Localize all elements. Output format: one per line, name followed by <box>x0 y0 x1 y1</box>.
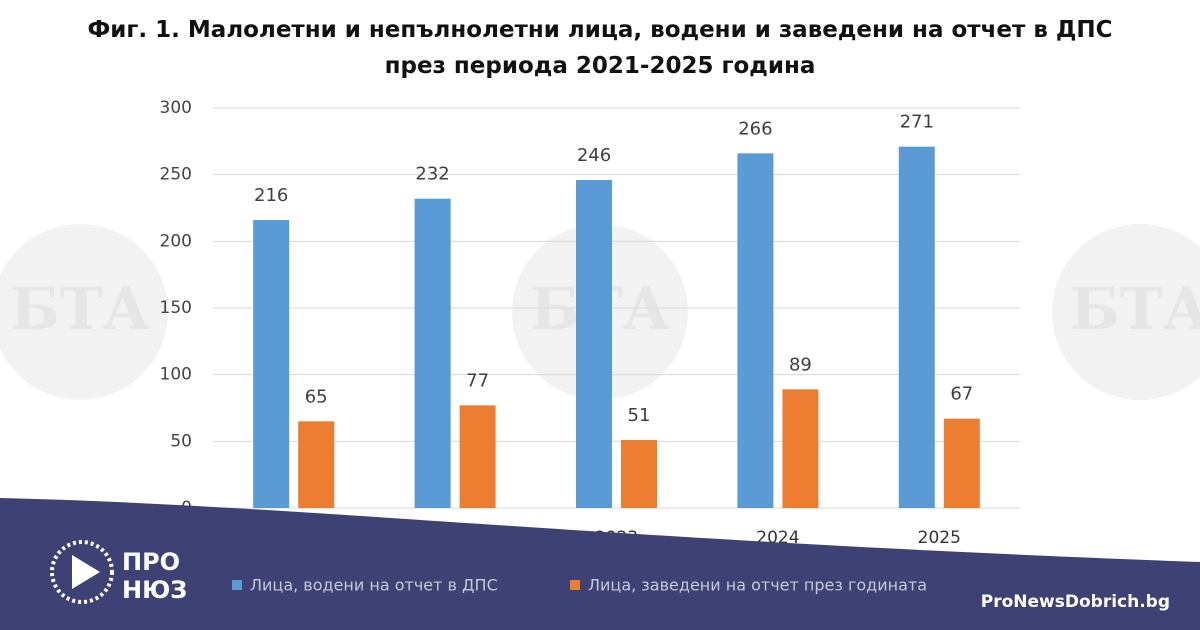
y-tick-label: 150 <box>160 298 192 318</box>
data-label: 216 <box>254 185 288 206</box>
data-label: 77 <box>466 370 489 391</box>
watermarks: БТАБТАБТА <box>0 224 1200 400</box>
footer-band <box>0 498 1200 630</box>
legend-label: Лица, водени на отчет в ДПС <box>250 576 498 595</box>
chart-title: Фиг. 1. Малолетни и непълнолетни лица, в… <box>87 17 1113 79</box>
data-label: 51 <box>628 405 651 426</box>
legend-swatch <box>570 580 580 590</box>
logo-top: ПРО <box>122 548 180 576</box>
plot: 0501001502002503002021216652022232772023… <box>160 98 1020 548</box>
legend: Лица, водени на отчет в ДПС Лица, заведен… <box>232 576 927 595</box>
watermark-circle <box>0 224 168 400</box>
x-tick-label: 2025 <box>918 528 961 548</box>
y-tick-label: 100 <box>160 365 192 385</box>
data-label: 232 <box>415 164 449 185</box>
bar <box>943 418 980 508</box>
site-name: ProNewsDobrich.bg <box>981 592 1170 612</box>
logo-play <box>72 555 100 589</box>
bar <box>782 389 819 508</box>
logo: ПРО НЮЗ <box>50 540 187 604</box>
data-label: 271 <box>900 112 934 133</box>
bar <box>459 405 496 508</box>
bar <box>298 421 335 508</box>
data-label: 246 <box>577 145 611 166</box>
y-tick-label: 200 <box>160 231 192 251</box>
watermark: БТА <box>1070 275 1200 343</box>
y-tick-label: 300 <box>160 98 192 118</box>
data-label: 67 <box>950 384 973 405</box>
bar <box>621 440 657 508</box>
legend-label: Лица, заведени на отчет през годината <box>588 576 927 595</box>
bar <box>414 198 451 508</box>
bar <box>576 180 612 508</box>
bar <box>253 220 290 508</box>
data-label: 89 <box>789 354 812 375</box>
data-label: 266 <box>738 118 772 139</box>
logo-ring <box>50 540 114 604</box>
watermark-circle <box>1052 224 1200 400</box>
bar <box>737 153 774 509</box>
logo-bottom: НЮЗ <box>122 576 187 604</box>
bar <box>898 146 935 508</box>
y-tick-label: 250 <box>160 165 192 185</box>
legend-swatch <box>232 580 242 590</box>
watermark: БТА <box>10 275 150 343</box>
y-tick-label: 50 <box>170 431 192 451</box>
data-label: 65 <box>305 386 328 407</box>
